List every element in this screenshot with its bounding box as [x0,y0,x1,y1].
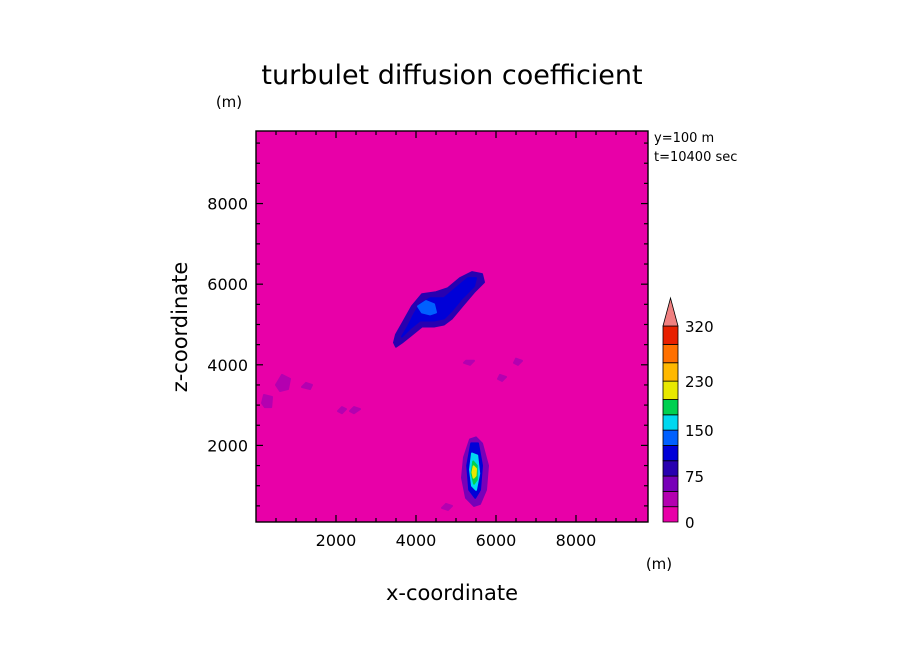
colorbar-swatch [662,475,679,492]
contour-speck-15 [513,357,523,366]
y-tick-label: 8000 [207,195,248,214]
field-background [256,131,648,522]
colorbar-swatch [662,460,679,477]
plot-area: 2000 4000 6000 8000 2000 4000 6000 8000 [207,130,649,550]
y-tick-label: 2000 [207,436,248,455]
colorbar-tick-label: 75 [685,468,704,486]
colorbar: 0 75 150 230 320 [662,296,714,532]
colorbar-swatch [662,325,679,345]
colorbar-tick-label: 320 [685,318,714,336]
contour-upper-plume-2 [417,300,437,316]
y-axis-label: z-coordinate [168,262,192,393]
contour-speck-11 [337,406,347,415]
x-axis-ticks: 2000 4000 6000 8000 [275,131,637,550]
colorbar-swatch [662,362,679,382]
y-tick-label: 4000 [207,356,248,375]
x-axis-label: x-coordinate [386,581,518,605]
y-tick-label: 6000 [207,275,248,294]
contour-speck-13 [441,502,453,511]
colorbar-extend-arrow [662,296,679,327]
colorbar-tick-label: 0 [685,514,695,532]
colorbar-swatch [662,506,679,523]
annotation-y-level: y=100 m [654,131,714,146]
colorbar-swatch [662,399,679,416]
y-axis-ticks: 2000 4000 6000 8000 [207,142,648,507]
contour-speck-8 [275,373,291,392]
contour-features [261,271,523,511]
x-tick-label: 8000 [556,531,597,550]
annotation-time: t=10400 sec [654,150,737,165]
x-tick-label: 6000 [476,531,517,550]
colorbar-swatch [662,490,679,508]
colorbar-tick-label: 230 [685,373,714,391]
x-tick-label: 2000 [316,531,357,550]
contour-speck-10 [301,381,313,390]
contour-speck-12 [349,406,361,415]
contour-speck-9 [261,394,273,409]
colorbar-swatch [662,414,679,431]
x-axis-unit: (m) [646,555,672,573]
colorbar-swatch [662,445,679,462]
chart-title: turbulet diffusion coefficient [261,60,642,91]
contour-lower-column-7 [471,465,477,479]
colorbar-swatch [662,380,679,400]
contour-speck-14 [497,373,507,382]
colorbar-tick-label: 150 [685,422,714,440]
x-tick-label: 4000 [396,531,437,550]
plot-frame [255,130,649,523]
colorbar-swatch [662,429,679,446]
colorbar-swatch [662,343,679,364]
y-axis-unit: (m) [216,93,242,111]
contour-speck-16 [463,359,475,366]
